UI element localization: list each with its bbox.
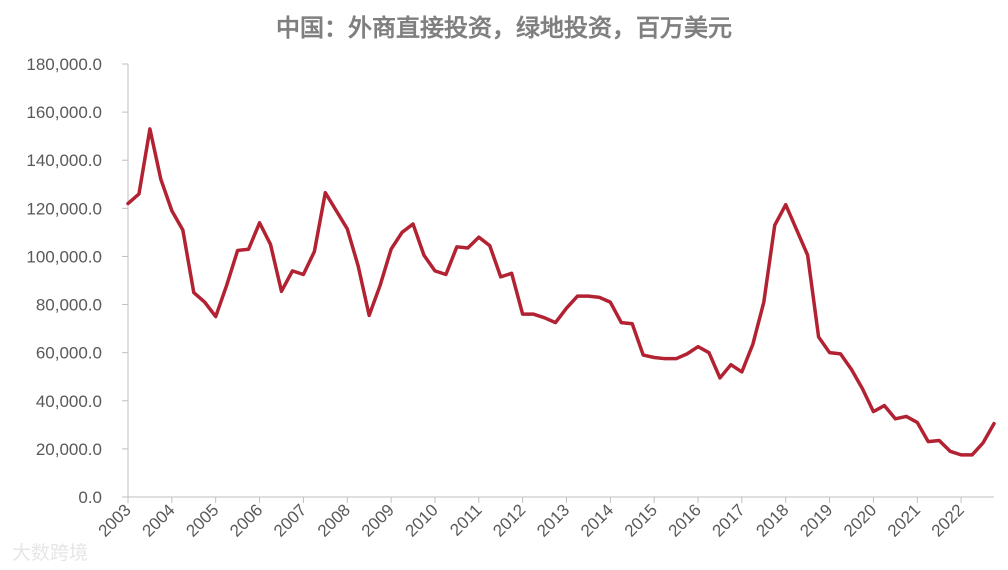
x-axis: 2003 2004 2005 2006 2007 2008 2009 2010 2011 2012… — [95, 496, 994, 541]
x-tick-label: 2005 — [182, 500, 222, 540]
y-tick-label: 160,000.0 — [26, 103, 102, 122]
y-tick-label: 40,000.0 — [36, 392, 102, 411]
x-tick-label: 2020 — [840, 500, 880, 540]
y-tick-label: 0.0 — [78, 488, 102, 507]
y-tick-label: 60,000.0 — [36, 344, 102, 363]
x-tick-label: 2014 — [577, 500, 617, 540]
x-tick-label: 2006 — [226, 500, 266, 540]
x-tick-label: 2007 — [270, 500, 310, 540]
y-tick-label: 100,000.0 — [26, 247, 102, 266]
y-tick-label: 20,000.0 — [36, 440, 102, 459]
x-tick-label: 2015 — [621, 500, 661, 540]
x-tick-label: 2016 — [665, 500, 705, 540]
x-tick-label: 2011 — [446, 500, 485, 539]
chart-title: 中国：外商直接投资，绿地投资，百万美元 — [276, 14, 732, 42]
x-tick-label: 2012 — [489, 500, 529, 540]
series-line — [126, 127, 996, 457]
x-tick-label: 2013 — [533, 500, 573, 540]
y-tick-label: 180,000.0 — [26, 55, 102, 74]
y-tick-label: 120,000.0 — [26, 199, 102, 218]
x-tick-label: 2022 — [928, 500, 968, 540]
y-tick-label: 80,000.0 — [36, 296, 102, 315]
y-tick-label: 140,000.0 — [26, 151, 102, 170]
x-tick-label: 2010 — [402, 500, 442, 540]
x-tick-label: 2017 — [709, 500, 749, 540]
watermark-logo: 大数跨境 — [12, 542, 89, 564]
x-tick-label: 2018 — [752, 500, 792, 540]
x-tick-label: 2009 — [358, 500, 398, 540]
y-axis: 0.0 20,000.0 40,000.0 60,000.0 80,000.0 100,0… — [26, 55, 129, 507]
x-tick-label: 2004 — [138, 500, 178, 540]
x-tick-label: 2008 — [314, 500, 354, 540]
plot-area — [126, 127, 996, 457]
x-tick-label: 2021 — [884, 500, 924, 540]
x-tick-label: 2019 — [796, 500, 836, 540]
